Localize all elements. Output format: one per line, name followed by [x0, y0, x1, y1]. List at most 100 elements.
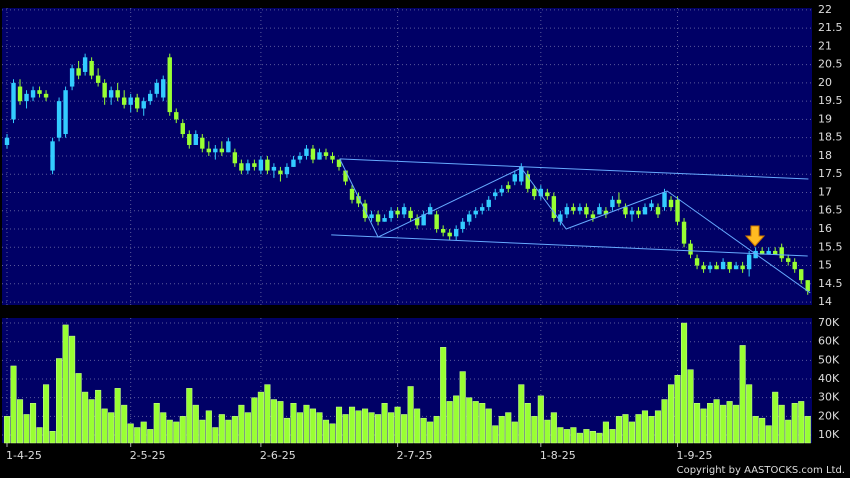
volume-bar: [309, 408, 317, 444]
volume-bar: [472, 401, 479, 444]
candle-body: [551, 196, 557, 219]
candle-body: [239, 163, 244, 171]
candle-body: [759, 250, 765, 255]
candle-body: [636, 210, 641, 215]
candle-body: [148, 93, 153, 102]
candle-body: [382, 218, 387, 222]
candle-body: [115, 90, 120, 98]
candle-body: [603, 210, 609, 215]
volume-bar: [186, 388, 193, 444]
y2-tick-label: 70K: [818, 316, 840, 329]
volume-bar: [218, 414, 225, 444]
candle-body: [206, 148, 212, 153]
candle-body: [17, 86, 23, 102]
volume-bar: [342, 414, 349, 444]
candle-body: [740, 265, 745, 270]
candle-body: [304, 148, 309, 156]
volume-bar: [707, 403, 714, 444]
volume-bar: [661, 399, 668, 444]
y2-tick-label: 10K: [818, 428, 840, 441]
volume-bar: [485, 408, 492, 444]
candle-body: [746, 254, 752, 270]
candle-body: [720, 261, 726, 270]
volume-bar: [283, 417, 290, 444]
candle-body: [141, 101, 146, 109]
volume-bar: [231, 416, 238, 444]
candle-body: [584, 207, 589, 215]
volume-bar: [36, 427, 43, 444]
candle-body: [323, 152, 329, 156]
volume-bar: [192, 404, 199, 444]
volume-bar: [49, 430, 56, 444]
candle-body: [265, 159, 270, 171]
candle-body: [427, 207, 433, 215]
candle-body: [694, 258, 700, 266]
candle-body: [401, 207, 407, 215]
y-tick-label: 15.5: [818, 240, 843, 253]
candle-body: [187, 134, 192, 145]
x-tick-label: 1-9-25: [677, 449, 713, 462]
trend-line: [339, 158, 811, 294]
volume-bar: [518, 384, 525, 444]
candle-body: [414, 218, 420, 226]
candle-body: [590, 214, 596, 219]
candle-body: [499, 188, 504, 193]
volume-bar: [628, 421, 636, 444]
candle-body: [772, 250, 778, 255]
y-tick-label: 18.5: [818, 131, 843, 144]
candle-body: [43, 93, 49, 98]
volume-bar: [583, 429, 590, 444]
volume-bar: [270, 399, 277, 444]
candle-body: [336, 159, 342, 167]
candle-body: [668, 199, 674, 208]
volume-bar: [290, 403, 297, 444]
candle-body: [232, 152, 238, 164]
candle-body: [180, 123, 185, 135]
y-tick-label: 16: [818, 222, 832, 235]
candle-body: [629, 210, 635, 215]
candle-body: [616, 199, 622, 204]
candle-body: [701, 265, 706, 270]
volume-bar: [257, 391, 264, 444]
x-tick-label: 2-5-25: [130, 449, 166, 462]
volume-bar: [720, 404, 727, 444]
volume-bar: [433, 416, 440, 444]
volume-bar: [446, 401, 453, 444]
candle-body: [779, 247, 784, 259]
volume-bar: [615, 416, 622, 444]
volume-bar: [322, 419, 330, 444]
volume-bar: [733, 404, 740, 444]
volume-bar: [687, 369, 694, 444]
volume-bar: [95, 389, 102, 444]
volume-bar: [140, 421, 147, 444]
volume-bar: [563, 429, 570, 444]
volume-bar: [179, 416, 186, 444]
volume-bar: [785, 419, 792, 444]
candle-body: [167, 57, 172, 113]
candle-body: [102, 82, 107, 98]
candle-body: [395, 210, 400, 215]
volume-bar: [550, 412, 557, 444]
volume-bar: [498, 416, 505, 444]
candle-body: [506, 185, 511, 189]
candle-body: [128, 97, 133, 105]
volume-bar: [329, 423, 336, 444]
candle-body: [135, 97, 140, 109]
volume-bar: [602, 421, 609, 444]
candle-body: [258, 159, 264, 171]
x-tick-label: 2-6-25: [260, 449, 296, 462]
candle-body: [714, 265, 719, 270]
candle-body: [154, 82, 159, 94]
volume-bar: [134, 427, 141, 444]
volume-bar: [765, 425, 772, 444]
candle-body: [408, 210, 413, 219]
candle-body: [369, 214, 374, 219]
annotation-arrow: [744, 225, 766, 247]
candle-body: [519, 166, 524, 182]
volume-bar: [440, 347, 447, 444]
y-tick-label: 18: [818, 149, 832, 162]
volume-bar: [199, 419, 206, 444]
volume-bar: [3, 416, 11, 444]
candle-body: [284, 166, 290, 175]
